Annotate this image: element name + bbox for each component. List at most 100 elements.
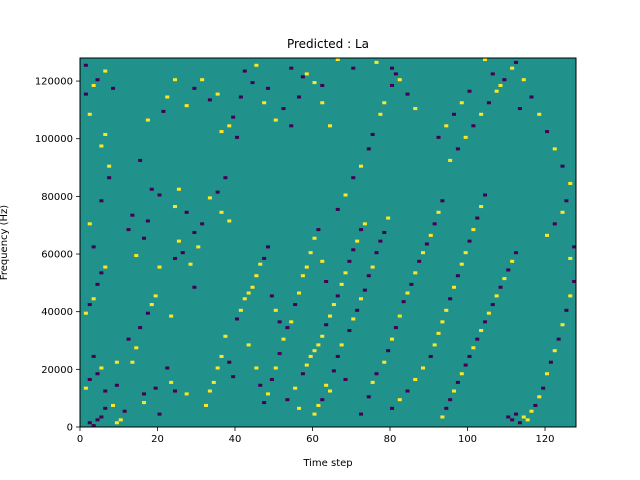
heatmap-cell bbox=[91, 424, 96, 428]
heatmap-cell bbox=[347, 328, 352, 333]
heatmap-cell bbox=[192, 230, 197, 234]
heatmap-cell bbox=[266, 245, 271, 249]
heatmap-cell bbox=[320, 334, 325, 338]
heatmap-cell bbox=[568, 256, 573, 260]
heatmap-cell bbox=[428, 233, 433, 237]
heatmap-cell bbox=[378, 112, 383, 116]
heatmap-cell bbox=[335, 207, 340, 211]
heatmap-cell bbox=[483, 193, 488, 197]
heatmap-cell bbox=[145, 311, 150, 315]
heatmap-cell bbox=[277, 320, 282, 324]
heatmap-cell bbox=[196, 245, 201, 249]
heatmap-cell bbox=[355, 308, 360, 312]
heatmap-cell bbox=[312, 236, 317, 240]
heatmap-cell bbox=[242, 69, 247, 73]
heatmap-cell bbox=[103, 389, 108, 393]
heatmap-cell bbox=[517, 421, 522, 425]
heatmap-cell bbox=[390, 66, 395, 70]
heatmap-cell bbox=[328, 389, 333, 393]
heatmap-cell bbox=[215, 92, 220, 96]
heatmap-cell bbox=[235, 135, 240, 139]
heatmap-cell bbox=[304, 72, 309, 76]
heatmap-cell bbox=[153, 294, 158, 298]
heatmap-cell bbox=[293, 303, 298, 307]
heatmap-cell bbox=[285, 326, 290, 330]
heatmap-cell bbox=[157, 412, 162, 416]
heatmap-cell bbox=[529, 95, 534, 99]
heatmap-cell bbox=[114, 421, 119, 425]
heatmap-cell bbox=[382, 230, 387, 234]
y-axis: 0 20000 40000 60000 80000 100000 120000 bbox=[35, 77, 80, 434]
heatmap-cell bbox=[494, 89, 499, 93]
heatmap-cell bbox=[308, 354, 313, 358]
heatmap-cell bbox=[545, 372, 550, 376]
heatmap-cell bbox=[382, 360, 387, 364]
heatmap-cell bbox=[452, 285, 457, 289]
heatmap-cell bbox=[362, 288, 367, 292]
heatmap-cell bbox=[281, 337, 286, 341]
heatmap-cell bbox=[250, 81, 255, 85]
heatmap-cell bbox=[359, 297, 364, 301]
heatmap-cell bbox=[169, 314, 174, 318]
heatmap-cell bbox=[219, 354, 224, 358]
heatmap-cell bbox=[192, 285, 197, 289]
heatmap-cell bbox=[541, 386, 546, 390]
y-tick-label: 60000 bbox=[41, 250, 73, 261]
heatmap-cell bbox=[343, 193, 348, 197]
heatmap-cell bbox=[297, 291, 302, 295]
heatmap-cell bbox=[514, 412, 519, 416]
heatmap-cell bbox=[207, 98, 212, 102]
x-tick-label: 100 bbox=[458, 434, 477, 445]
heatmap-cell bbox=[552, 349, 557, 353]
heatmap-cell bbox=[537, 395, 542, 399]
heatmap-cell bbox=[440, 415, 445, 419]
heatmap-cell bbox=[184, 104, 189, 108]
heatmap-cell bbox=[273, 308, 278, 312]
heatmap-cell bbox=[572, 245, 577, 249]
heatmap-cell bbox=[405, 92, 410, 96]
heatmap-cell bbox=[153, 386, 158, 390]
heatmap-cell bbox=[297, 406, 302, 410]
heatmap-cell bbox=[339, 343, 344, 347]
heatmap-cell bbox=[510, 418, 515, 422]
heatmap-cell bbox=[335, 294, 340, 298]
heatmap-cell bbox=[359, 412, 364, 416]
heatmap-cell bbox=[463, 363, 468, 367]
heatmap-cell bbox=[459, 372, 464, 376]
heatmap-cell bbox=[533, 403, 538, 407]
heatmap-cell bbox=[134, 346, 139, 350]
heatmap-cell bbox=[463, 251, 468, 255]
heatmap-cell bbox=[324, 279, 329, 284]
heatmap-cell bbox=[161, 109, 166, 113]
heatmap-cell bbox=[459, 262, 464, 266]
heatmap-cell bbox=[545, 233, 550, 237]
heatmap-cell bbox=[165, 95, 170, 99]
heatmap-cell bbox=[479, 205, 484, 209]
y-tick-label: 0 bbox=[67, 423, 73, 434]
heatmap-cell bbox=[204, 403, 209, 407]
heatmap-cell bbox=[242, 297, 247, 301]
heatmap-cell bbox=[444, 124, 449, 128]
heatmap-cell bbox=[436, 210, 441, 214]
x-tick-label: 80 bbox=[384, 434, 397, 445]
heatmap-cell bbox=[374, 372, 379, 376]
heatmap-cell bbox=[490, 303, 495, 307]
heatmap-cell bbox=[393, 326, 398, 330]
heatmap-cell bbox=[366, 395, 371, 399]
heatmap-cell bbox=[246, 291, 251, 295]
heatmap-cell bbox=[266, 86, 271, 90]
heatmap-cell bbox=[227, 360, 232, 364]
heatmap-cell bbox=[269, 377, 274, 382]
heatmap-cell bbox=[176, 187, 181, 191]
heatmap-cell bbox=[413, 377, 418, 382]
heatmap-cell bbox=[545, 130, 550, 134]
heatmap-cell bbox=[262, 256, 267, 260]
heatmap-cell bbox=[343, 271, 348, 275]
heatmap-cell bbox=[262, 101, 267, 105]
heatmap-cell bbox=[432, 343, 437, 347]
heatmap-cell bbox=[494, 294, 499, 298]
heatmap-cell bbox=[455, 380, 460, 384]
heatmap-cell bbox=[467, 89, 472, 93]
heatmap-cell bbox=[95, 418, 100, 422]
x-tick-label: 0 bbox=[77, 434, 83, 445]
